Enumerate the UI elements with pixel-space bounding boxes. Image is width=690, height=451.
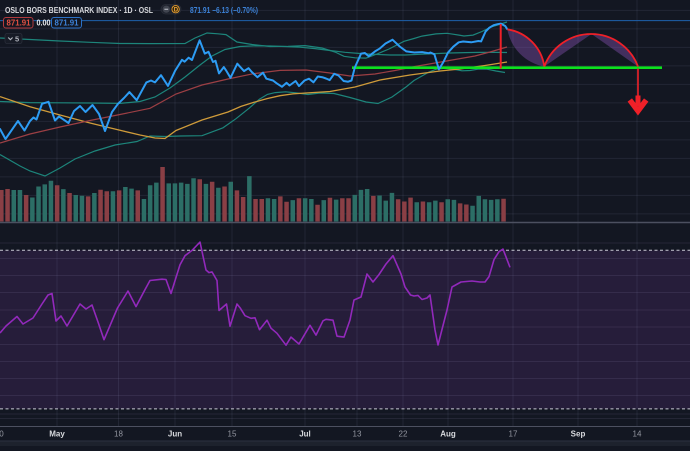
svg-text:13: 13 xyxy=(353,430,362,439)
svg-text:871.91: 871.91 xyxy=(7,19,32,28)
svg-text:OSLO BORS BENCHMARK INDEX · 1D: OSLO BORS BENCHMARK INDEX · 1D · OSL xyxy=(5,6,153,15)
svg-text:Aug: Aug xyxy=(440,430,456,439)
svg-text:Jun: Jun xyxy=(168,430,182,439)
svg-text:14: 14 xyxy=(633,430,642,439)
svg-text:871.91: 871.91 xyxy=(55,19,80,28)
svg-text:0.00: 0.00 xyxy=(37,19,51,28)
svg-text:17: 17 xyxy=(509,430,518,439)
svg-text:5: 5 xyxy=(15,35,19,44)
svg-text:0: 0 xyxy=(0,430,4,439)
svg-text:Jul: Jul xyxy=(299,430,311,439)
svg-text:15: 15 xyxy=(228,430,237,439)
svg-text:May: May xyxy=(49,430,65,439)
svg-text:22: 22 xyxy=(399,430,408,439)
svg-text:Sep: Sep xyxy=(571,430,586,439)
svg-text:18: 18 xyxy=(114,430,123,439)
svg-text:871.91 −6.13 (−0.70%): 871.91 −6.13 (−0.70%) xyxy=(190,6,258,15)
svg-text:D: D xyxy=(174,7,179,13)
